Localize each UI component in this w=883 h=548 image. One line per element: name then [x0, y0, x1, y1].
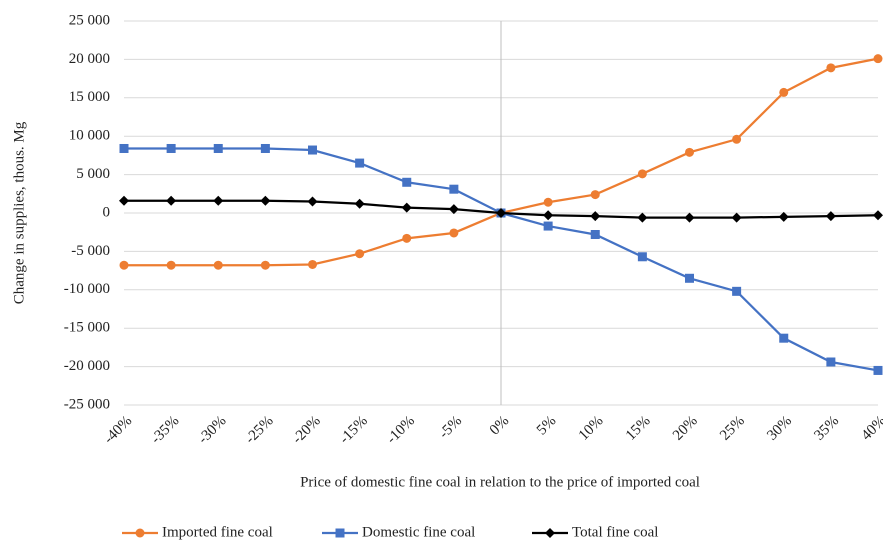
x-tick-label: 15%	[623, 413, 654, 444]
marker	[307, 196, 318, 207]
marker	[401, 202, 412, 213]
y-tick-label: -5 000	[71, 243, 110, 259]
y-tick-label: -10 000	[64, 281, 110, 297]
marker	[779, 87, 789, 97]
y-tick-label: -20 000	[64, 358, 110, 374]
marker	[308, 145, 317, 155]
y-tick-label: -25 000	[64, 396, 110, 412]
marker	[355, 158, 365, 168]
marker	[213, 260, 223, 270]
marker	[119, 143, 129, 153]
marker	[637, 252, 647, 262]
marker	[260, 143, 270, 153]
marker	[685, 273, 694, 283]
marker	[355, 249, 365, 259]
x-tick-label: 5%	[534, 413, 559, 438]
x-axis-title: Price of domestic fine coal in relation …	[300, 474, 700, 490]
legend-label: Total fine coal	[572, 524, 658, 540]
marker	[637, 169, 647, 179]
x-tick-label: -25%	[242, 413, 276, 447]
marker	[590, 211, 601, 222]
marker	[119, 260, 129, 270]
marker	[685, 147, 694, 157]
marker	[135, 528, 145, 538]
marker	[545, 528, 555, 538]
y-tick-label: 5 000	[76, 166, 110, 182]
marker	[825, 211, 836, 222]
x-tick-label: 10%	[576, 413, 607, 444]
marker	[260, 260, 270, 270]
y-tick-label: 25 000	[69, 12, 110, 28]
marker	[778, 211, 789, 222]
marker	[873, 365, 883, 375]
marker	[213, 143, 223, 153]
marker	[402, 233, 412, 243]
x-tick-label: 20%	[670, 413, 701, 444]
marker	[779, 333, 789, 343]
marker	[449, 228, 459, 238]
marker	[873, 210, 883, 221]
y-tick-label: 20 000	[69, 51, 110, 67]
y-tick-label: 0	[103, 204, 111, 220]
marker	[684, 212, 695, 223]
marker	[213, 195, 224, 206]
marker	[402, 177, 412, 187]
legend-label: Imported fine coal	[162, 524, 273, 540]
y-tick-label: 15 000	[69, 89, 110, 105]
marker	[873, 54, 883, 64]
marker	[731, 212, 742, 223]
marker	[308, 259, 317, 269]
marker	[732, 286, 742, 296]
marker	[166, 195, 177, 206]
x-tick-label: -40%	[101, 413, 135, 447]
y-axis-title: Change in supplies, thous. Mg	[11, 121, 27, 304]
marker	[590, 190, 600, 200]
x-tick-label: 25%	[717, 413, 748, 444]
marker	[354, 198, 365, 209]
legend-label: Domestic fine coal	[362, 524, 475, 540]
y-tick-label: 10 000	[69, 128, 110, 144]
marker	[166, 143, 176, 153]
x-tick-label: -35%	[148, 413, 182, 447]
marker	[590, 230, 600, 240]
x-tick-label: 40%	[858, 413, 883, 444]
marker	[119, 195, 129, 206]
marker	[449, 184, 459, 194]
marker	[335, 528, 345, 538]
marker	[826, 357, 836, 367]
x-tick-label: 35%	[811, 413, 842, 444]
y-tick-label: -15 000	[64, 320, 110, 336]
marker	[637, 212, 648, 223]
marker	[166, 260, 176, 270]
marker	[543, 197, 553, 207]
x-tick-label: -10%	[384, 413, 418, 447]
marker	[448, 204, 459, 215]
x-tick-label: 0%	[487, 413, 512, 438]
x-tick-label: -5%	[436, 413, 465, 442]
marker	[543, 210, 554, 221]
x-tick-label: -30%	[195, 413, 229, 447]
marker	[260, 195, 271, 206]
marker	[826, 63, 836, 73]
x-tick-label: -15%	[337, 413, 371, 447]
x-tick-label: -20%	[289, 413, 323, 447]
x-tick-label: 30%	[764, 413, 795, 444]
marker	[496, 208, 506, 218]
marker	[732, 134, 742, 144]
marker	[543, 221, 553, 231]
